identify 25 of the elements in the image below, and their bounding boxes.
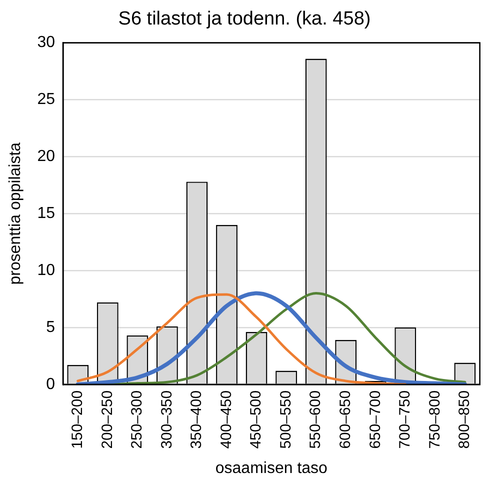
x-tick-label: 600–650	[336, 390, 354, 449]
y-tick-label: 10	[37, 262, 56, 279]
y-axis-title: prosenttia oppilaista	[7, 142, 24, 285]
x-axis-title: osaamisen taso	[215, 460, 328, 477]
x-tick-label: 450–500	[248, 390, 265, 449]
x-tick-label: 700–750	[396, 390, 414, 449]
x-tick-label: 650–700	[366, 390, 384, 449]
x-tick-label: 400–450	[218, 390, 235, 449]
x-tick-label: 300–350	[158, 390, 176, 449]
x-tick-label: 550–600	[307, 390, 324, 449]
x-tick-label: 800–850	[456, 390, 474, 449]
x-tick-label: 250–300	[128, 390, 146, 449]
y-tick-label: 15	[37, 205, 56, 222]
y-tick-label: 0	[46, 376, 56, 393]
y-tick-label: 20	[37, 148, 56, 166]
line-series	[76, 293, 407, 384]
x-tick-label: 150–200	[69, 390, 86, 449]
x-tick-label: 350–400	[188, 390, 206, 449]
x-tick-label: 200–250	[98, 390, 116, 449]
x-tick-label: 750–800	[426, 390, 444, 449]
y-tick-label: 5	[46, 318, 56, 336]
x-tick-label: 500–550	[277, 390, 294, 449]
chart-title: S6 tilastot ja todenn. (ka. 458)	[118, 8, 371, 30]
y-tick-label: 30	[37, 34, 56, 52]
y-tick-label: 25	[37, 91, 56, 108]
